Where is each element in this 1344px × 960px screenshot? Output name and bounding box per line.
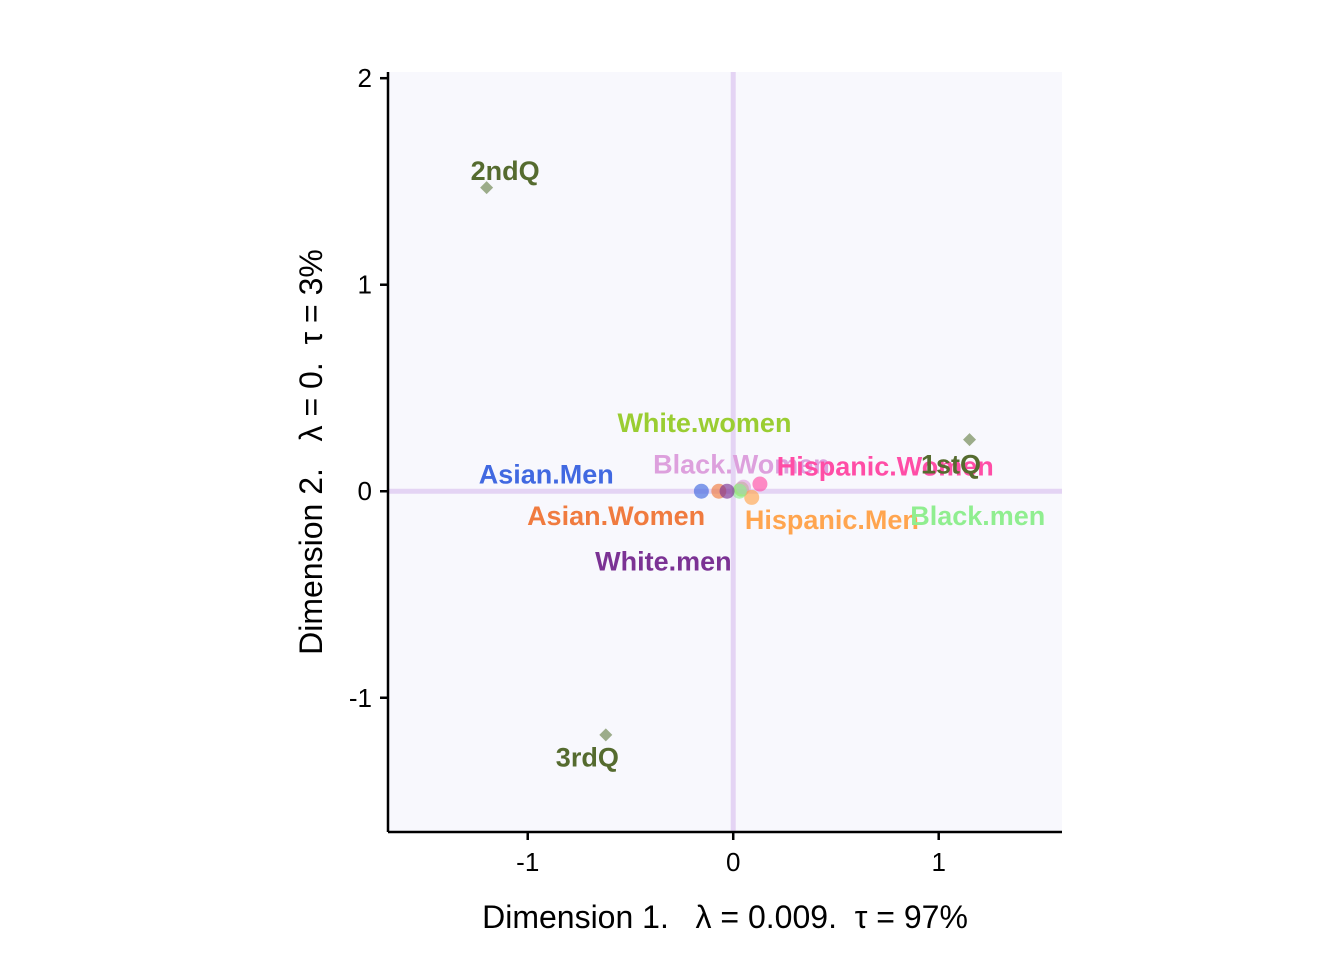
y-tick-label: 1 (358, 270, 372, 300)
data-point-diamond (599, 728, 613, 742)
data-point (731, 483, 747, 499)
y-tick-label: -1 (349, 683, 372, 713)
data-label: 3rdQ (556, 743, 619, 773)
data-label: White.men (595, 546, 732, 576)
data-label: 1stQ (921, 449, 981, 479)
y-tick-label: 0 (358, 476, 372, 506)
plot-panel (388, 72, 1062, 832)
data-point (693, 483, 709, 499)
data-label: Black.men (910, 501, 1045, 531)
data-label: Hispanic.Men (745, 505, 919, 535)
x-axis-title: Dimension 1. λ = 0.009. τ = 97% (482, 899, 968, 935)
data-label: White.women (617, 408, 791, 438)
x-tick-label: -1 (516, 847, 539, 877)
data-point (744, 489, 760, 505)
x-tick-label: 0 (726, 847, 740, 877)
data-point (719, 483, 735, 499)
y-axis-title: Dimension 2. λ = 0. τ = 3% (293, 249, 329, 655)
data-label: Black.Women (653, 449, 830, 479)
data-label: Hispanic.Women (777, 451, 994, 481)
data-label: 2ndQ (471, 156, 540, 186)
data-point-diamond (480, 181, 494, 195)
data-label: Asian.Women (527, 501, 705, 531)
data-point-diamond (963, 433, 977, 447)
data-label: Asian.Men (479, 460, 614, 490)
y-tick-label: 2 (358, 63, 372, 93)
data-point (752, 476, 768, 492)
x-tick-label: 1 (931, 847, 945, 877)
